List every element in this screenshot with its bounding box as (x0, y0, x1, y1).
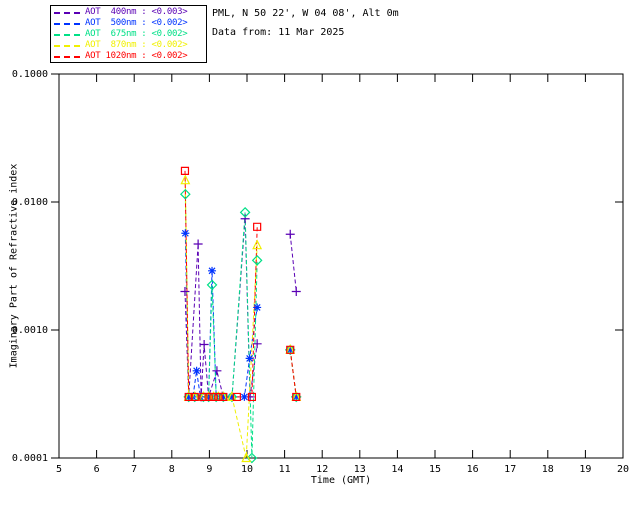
data-point-marker-asterisk (286, 345, 295, 354)
data-point-marker-plus (193, 239, 203, 249)
data-point-marker-square (219, 392, 228, 402)
data-point-marker-plus (240, 214, 250, 224)
series-line-aot-675nm (184, 194, 258, 459)
data-point-marker-triangle (180, 174, 191, 185)
data-point-marker-asterisk (245, 354, 254, 363)
legend-line-sample (54, 44, 80, 47)
data-point-marker-diamond (226, 391, 238, 403)
legend-item-label: AOT 400nm : <0.003> (85, 7, 188, 17)
data-point-marker-square (292, 392, 301, 402)
data-point-marker-plus (291, 286, 301, 296)
y-tick-label: 0.0100 (12, 197, 48, 208)
x-tick-label: 9 (206, 464, 212, 475)
data-point-marker-plus (252, 339, 262, 349)
x-axis-label: Time (GMT) (310, 475, 372, 486)
series-line-aot-870nm (184, 180, 258, 459)
data-point-marker-diamond (246, 452, 258, 464)
legend-item: AOT 870nm : <0.002> (53, 40, 204, 51)
x-tick-label: 10 (241, 464, 253, 475)
series-line-aot-400nm (289, 234, 297, 292)
data-point-marker-square (253, 222, 262, 231)
x-tick-label: 13 (354, 464, 366, 475)
legend-line-sample (54, 55, 80, 58)
data-point-marker-asterisk (192, 366, 201, 375)
legend-item-label: AOT 500nm : <0.002> (85, 18, 188, 28)
legend-item-label: AOT 870nm : <0.002> (85, 40, 188, 50)
legend-line-sample (54, 11, 80, 14)
data-point-marker-diamond (210, 391, 222, 403)
legend-item-label: AOT 675nm : <0.002> (85, 29, 188, 39)
data-point-marker-triangle (252, 239, 263, 250)
data-point-marker-asterisk (292, 392, 301, 401)
data-point-marker-plus (212, 366, 222, 376)
x-tick-label: 15 (429, 464, 441, 475)
legend-item: AOT 1020nm : <0.002> (53, 51, 204, 62)
data-point-marker-diamond (206, 279, 218, 291)
data-point-marker-square (247, 392, 256, 402)
data-point-marker-triangle (241, 452, 252, 463)
data-point-marker-asterisk (184, 392, 193, 401)
x-tick-label: 7 (131, 464, 137, 475)
data-point-marker-diamond (251, 255, 263, 266)
data-point-marker-asterisk (227, 392, 236, 401)
x-tick-label: 5 (56, 464, 62, 475)
x-tick-label: 18 (542, 464, 554, 475)
data-point-marker-square (232, 392, 241, 402)
y-tick-label: 0.0010 (12, 325, 48, 336)
legend-item-label: AOT 1020nm : <0.002> (85, 51, 188, 61)
data-point-marker-triangle (226, 391, 237, 402)
x-tick-label: 11 (279, 464, 291, 475)
plot-frame (58, 73, 624, 459)
y-tick-label: 0.1000 (12, 69, 48, 80)
data-point-marker-diamond (179, 188, 191, 200)
x-tick-label: 16 (467, 464, 479, 475)
legend-line-sample (54, 22, 80, 25)
series-line-aot-1020nm (289, 349, 297, 397)
series-line-aot-1020nm (184, 170, 258, 398)
x-tick-label: 17 (504, 464, 516, 475)
data-point-marker-plus (285, 229, 295, 239)
x-tick-label: 12 (316, 464, 328, 475)
x-tick-label: 8 (169, 464, 175, 475)
data-point-marker-plus (199, 340, 209, 350)
data-point-marker-asterisk (208, 266, 217, 275)
x-tick-label: 14 (391, 464, 403, 475)
data-point-marker-asterisk (253, 303, 262, 312)
data-point-marker-square (180, 166, 190, 175)
x-tick-label: 19 (579, 464, 591, 475)
legend-line-sample (54, 33, 80, 36)
y-axis-label: Imaginary Part of Refractive index (8, 163, 20, 369)
x-tick-label: 20 (617, 464, 629, 475)
data-point-marker-diamond (239, 207, 251, 218)
legend-item: AOT 500nm : <0.002> (53, 18, 204, 29)
y-tick-label: 0.0001 (12, 453, 48, 464)
legend-item: AOT 400nm : <0.003> (53, 7, 204, 18)
data-point-marker-asterisk (219, 392, 228, 401)
data-point-marker-square (286, 345, 295, 354)
data-point-marker-plus (180, 286, 190, 296)
legend-item: AOT 675nm : <0.002> (53, 29, 204, 40)
data-point-marker-asterisk (181, 229, 190, 238)
data-point-marker-square (190, 392, 199, 402)
site-info-text: PML, N 50 22', W 04 08', Alt 0m (212, 8, 399, 19)
data-point-marker-asterisk (240, 392, 249, 401)
data-date-text: Data from: 11 Mar 2025 (212, 27, 345, 38)
legend-box: AOT 400nm : <0.003> AOT 500nm : <0.002> AO… (50, 5, 207, 63)
x-tick-label: 6 (94, 464, 100, 475)
